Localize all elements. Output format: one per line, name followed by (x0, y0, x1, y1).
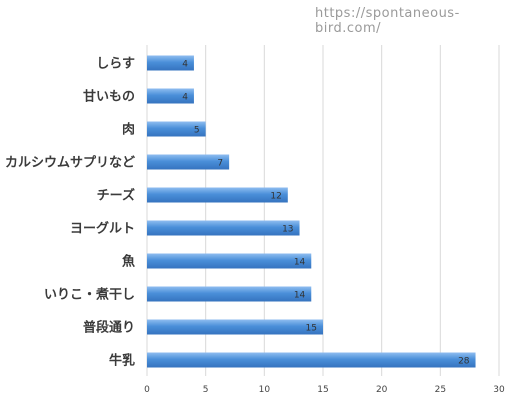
watermark-text: https://spontaneous-bird.com/ (315, 6, 460, 36)
bar-value-label: 14 (294, 291, 306, 301)
category-label: 牛乳 (109, 353, 135, 369)
x-tick-label: 30 (493, 385, 505, 395)
bar-value-label: 7 (217, 159, 223, 169)
x-tick-label: 0 (144, 385, 150, 395)
bar-value-label: 12 (270, 192, 281, 202)
category-label: カルシウムサプリなど (5, 156, 135, 171)
bar-value-label: 15 (306, 324, 317, 334)
category-label: 肉 (122, 122, 135, 138)
category-label: 普段通り (83, 320, 135, 336)
x-tick-label: 5 (203, 385, 209, 395)
bar-1 (147, 88, 194, 104)
x-tick-label: 20 (376, 385, 388, 395)
bar-value-label: 4 (182, 60, 188, 70)
category-label: いりこ・煮干し (44, 287, 135, 303)
x-tick-label: 15 (317, 385, 328, 395)
bar-0 (147, 55, 194, 71)
category-label: 魚 (122, 254, 135, 270)
category-label: 甘いもの (83, 89, 135, 105)
bar-2 (147, 121, 206, 137)
category-label: しらす (96, 57, 135, 72)
x-axis-tick-labels: 0 5 10 15 20 25 30 (144, 385, 505, 395)
category-label: ヨーグルト (70, 221, 135, 237)
bars: 4 4 5 7 12 13 14 14 15 28 (147, 55, 476, 368)
bar-4 (147, 187, 288, 203)
bar-8 (147, 319, 323, 335)
bar-6 (147, 253, 312, 269)
bar-value-label: 14 (294, 258, 306, 268)
bar-value-label: 13 (282, 225, 293, 235)
bar-value-label: 4 (182, 93, 188, 103)
bar-7 (147, 286, 312, 302)
bar-3 (147, 154, 230, 170)
bar-value-label: 5 (194, 126, 200, 136)
bar-9 (147, 352, 476, 368)
category-label: チーズ (97, 188, 135, 204)
x-tick-label: 10 (259, 385, 271, 395)
bar-value-label: 28 (458, 357, 470, 367)
bar-5 (147, 220, 300, 236)
x-tick-label: 25 (435, 385, 446, 395)
